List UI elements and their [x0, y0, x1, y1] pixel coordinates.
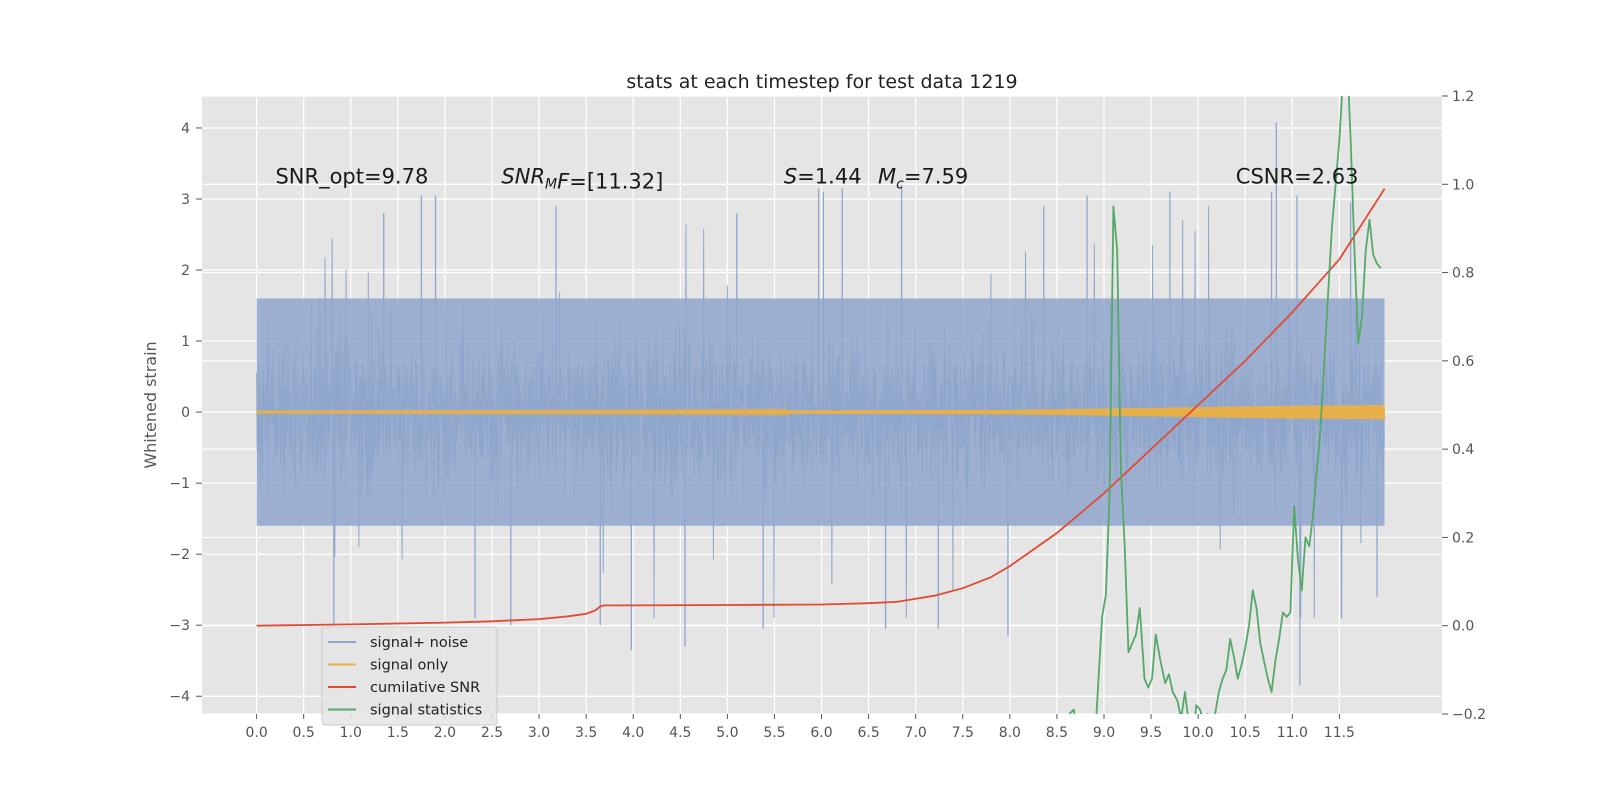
y2-tick-label: 0.6	[1452, 354, 1474, 370]
legend-label: signal statistics	[370, 703, 482, 719]
series-cumilative-snr	[256, 188, 1386, 627]
y-tick-label: 1	[181, 334, 190, 350]
x-tick-label: 0.0	[245, 725, 267, 741]
y-tick-label: −3	[169, 618, 190, 634]
annotation-text: S=1.44	[784, 164, 862, 188]
series-layer	[255, 96, 1386, 714]
y-tick-label: 2	[181, 263, 190, 279]
chart-title: stats at each timestep for test data 121…	[626, 71, 1017, 93]
y-axis-label: Whitened strain	[141, 341, 160, 468]
x-tick-label: 11.0	[1277, 725, 1308, 741]
series-signal-statistics	[1068, 96, 1382, 714]
y-tick-label: 3	[181, 192, 190, 208]
series-signal-only	[255, 404, 1386, 420]
y-tick-label: −4	[169, 689, 190, 705]
y2-tick-label: 0.8	[1452, 266, 1474, 282]
y-axis-right: −0.2 0.0 0.2 0.4 0.6 0.8 1.0 1.2	[1442, 89, 1486, 723]
y2-tick-label: 0.4	[1452, 442, 1474, 458]
y-axis-left: −4 −3 −2 −1 0 1 2 3 4	[169, 121, 202, 705]
series-signal-noise	[256, 206, 1385, 619]
x-tick-label: 4.5	[669, 725, 691, 741]
y-tick-label: 0	[181, 405, 190, 421]
x-tick-label: 8.5	[1046, 725, 1068, 741]
y2-tick-label: −0.2	[1452, 707, 1486, 723]
x-tick-label: 9.0	[1093, 725, 1115, 741]
x-tick-label: 9.5	[1140, 725, 1162, 741]
x-tick-label: 3.5	[575, 725, 597, 741]
y2-tick-label: 1.0	[1452, 177, 1474, 193]
x-tick-label: 6.0	[810, 725, 832, 741]
legend-label: cumilative SNR	[370, 680, 480, 696]
y-tick-label: 4	[181, 121, 190, 137]
x-tick-label: 7.0	[905, 725, 927, 741]
x-tick-label: 5.5	[763, 725, 785, 741]
annotation-text: CSNR=2.63	[1236, 164, 1359, 188]
x-tick-label: 6.5	[857, 725, 879, 741]
legend-box	[321, 626, 498, 726]
y-tick-label: −1	[169, 476, 190, 492]
x-tick-label: 10.5	[1230, 725, 1261, 741]
legend-label: signal only	[370, 658, 449, 674]
legend-label: signal+ noise	[370, 635, 468, 651]
annotations: SNR_opt=9.78 SNRMF=[11.32] S=1.44 Mc=7.59 CS…	[275, 164, 1358, 193]
x-axis: 0.0 0.5 1.0 1.5 2.0 2.5 3.0 3.5 4.0 4.5 5.0 5.5 6.0 6…	[245, 714, 1355, 741]
x-tick-label: 1.5	[387, 725, 409, 741]
x-tick-label: 0.5	[293, 725, 315, 741]
x-tick-label: 1.0	[340, 725, 362, 741]
x-tick-label: 2.5	[481, 725, 503, 741]
x-tick-label: 7.5	[952, 725, 974, 741]
annotation-text: SNR_opt=9.78	[275, 164, 428, 189]
y2-tick-label: 1.2	[1452, 89, 1474, 105]
y2-tick-label: 0.0	[1452, 619, 1474, 635]
legend: signal+ noise signal only cumilative SNR si…	[321, 626, 498, 726]
x-tick-label: 11.5	[1324, 725, 1355, 741]
x-tick-label: 5.0	[716, 725, 738, 741]
annotation-text: SNRMF=[11.32]	[501, 164, 663, 193]
x-tick-label: 8.0	[999, 725, 1021, 741]
y-tick-label: −2	[169, 547, 190, 563]
x-tick-label: 10.0	[1183, 725, 1214, 741]
annotation-text: Mc=7.59	[878, 164, 968, 192]
x-tick-label: 2.0	[434, 725, 456, 741]
x-tick-label: 3.0	[528, 725, 550, 741]
y2-tick-label: 0.2	[1452, 530, 1474, 546]
x-tick-label: 4.0	[622, 725, 644, 741]
